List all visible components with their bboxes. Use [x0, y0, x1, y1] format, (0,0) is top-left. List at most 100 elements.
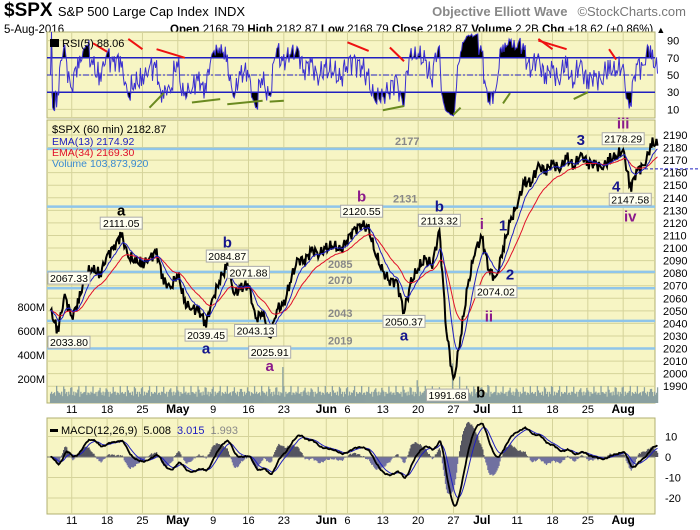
x-tick-label: May — [166, 513, 190, 527]
volume-bar — [279, 395, 281, 403]
volume-bar — [529, 386, 531, 403]
macd-histogram-bar — [405, 457, 407, 460]
macd-histogram-bar — [219, 445, 221, 457]
macd-histogram-bar — [190, 457, 192, 462]
macd-histogram-bar — [517, 450, 519, 457]
price-legend-title: $SPX (60 min) 2182.87 — [52, 124, 166, 136]
price-annotation-box — [205, 249, 249, 263]
volume-bar — [555, 392, 558, 403]
macd-histogram-bar — [523, 451, 525, 457]
macd-histogram-bar — [486, 457, 488, 466]
wave-label: iv — [624, 209, 637, 226]
x-tick-label: 16 — [242, 515, 254, 527]
macd-histogram-bar — [123, 457, 125, 461]
volume-bar — [51, 394, 54, 403]
volume-bar — [194, 394, 196, 403]
macd-histogram-bar — [567, 455, 569, 457]
volume-bar — [325, 392, 327, 403]
macd-histogram-bar — [238, 457, 241, 465]
volume-bar — [493, 392, 495, 403]
macd-histogram-bar — [296, 446, 298, 457]
volume-bar — [142, 395, 145, 403]
macd-histogram-bar — [186, 457, 188, 464]
macd-histogram-bar — [81, 450, 83, 457]
volume-bar — [623, 396, 625, 403]
volume-bar — [500, 391, 502, 403]
macd-histogram-bar — [239, 457, 242, 464]
rsi-line — [50, 31, 658, 117]
macd-histogram-bar — [372, 457, 374, 465]
volume-bar — [565, 392, 567, 403]
macd-histogram-bar — [191, 457, 193, 461]
volume-bar — [586, 387, 588, 403]
volume-bar — [638, 393, 641, 403]
volume-bar — [566, 385, 568, 403]
macd-line — [50, 422, 658, 507]
price-annotation: 2043.13 — [237, 325, 275, 337]
volume-bar — [568, 392, 570, 403]
volume-bar — [539, 392, 542, 403]
volume-bar — [162, 391, 164, 403]
volume-bar — [149, 396, 152, 403]
macd-histogram-bar — [71, 457, 73, 459]
volume-bar — [619, 391, 621, 403]
macd-histogram-bar — [421, 446, 423, 457]
volume-bar — [212, 386, 214, 403]
macd-histogram-bar — [413, 443, 415, 457]
price-annotation: 2147.58 — [611, 194, 649, 206]
volume-bar — [221, 392, 223, 403]
volume-bar — [490, 391, 492, 403]
macd-histogram-bar — [84, 446, 86, 457]
x-tick-label: 16 — [242, 404, 254, 416]
level-label: 2085 — [328, 259, 352, 271]
macd-histogram-bar — [420, 445, 422, 457]
macd-histogram-bar — [481, 446, 483, 457]
volume-bar — [480, 387, 482, 403]
volume-bar — [290, 385, 292, 403]
macd-histogram-bar — [463, 431, 465, 457]
volume-bar — [538, 392, 541, 403]
macd-histogram-bar — [319, 457, 321, 464]
macd-histogram-bar — [220, 443, 222, 457]
macd-histogram-bar — [382, 457, 384, 468]
macd-histogram-bar — [149, 454, 152, 457]
volume-bar — [143, 391, 146, 403]
volume-bar — [601, 392, 603, 403]
volume-bar — [231, 391, 234, 403]
volume-bar — [146, 392, 149, 403]
x-tick-label: 23 — [278, 515, 290, 527]
volume-bar — [495, 385, 497, 403]
macd-histogram-bar — [427, 453, 429, 457]
macd-histogram-bar — [355, 454, 358, 457]
volume-bar — [148, 386, 151, 403]
volume-bar — [133, 386, 136, 403]
volume-bar — [282, 367, 284, 403]
macd-histogram-bar — [291, 445, 293, 457]
volume-bar — [96, 396, 98, 403]
volume-bar — [181, 393, 183, 403]
macd-histogram-bar — [277, 445, 279, 457]
price-annotation-box — [47, 271, 91, 285]
volume-bar — [129, 392, 132, 403]
volume-bar — [136, 391, 139, 403]
volume-bar — [395, 385, 397, 403]
volume-bar — [579, 389, 581, 403]
macd-histogram-bar — [447, 457, 450, 494]
macd-histogram-bar — [516, 450, 518, 457]
volume-bar — [394, 395, 396, 403]
macd-histogram-bar — [586, 457, 588, 460]
volume-bar — [165, 394, 167, 403]
volume-bar — [269, 388, 271, 403]
volume-bar — [607, 386, 609, 403]
volume-bar — [560, 391, 563, 403]
macd-histogram-bar — [112, 454, 114, 457]
macd-histogram-bar — [167, 457, 169, 466]
volume-bar — [179, 396, 181, 403]
macd-histogram-bar — [342, 457, 345, 460]
macd-histogram-bar — [227, 451, 229, 457]
macd-histogram-bar — [73, 457, 75, 460]
volume-bar — [211, 388, 213, 403]
volume-bar — [652, 396, 655, 403]
volume-bar — [249, 395, 252, 403]
